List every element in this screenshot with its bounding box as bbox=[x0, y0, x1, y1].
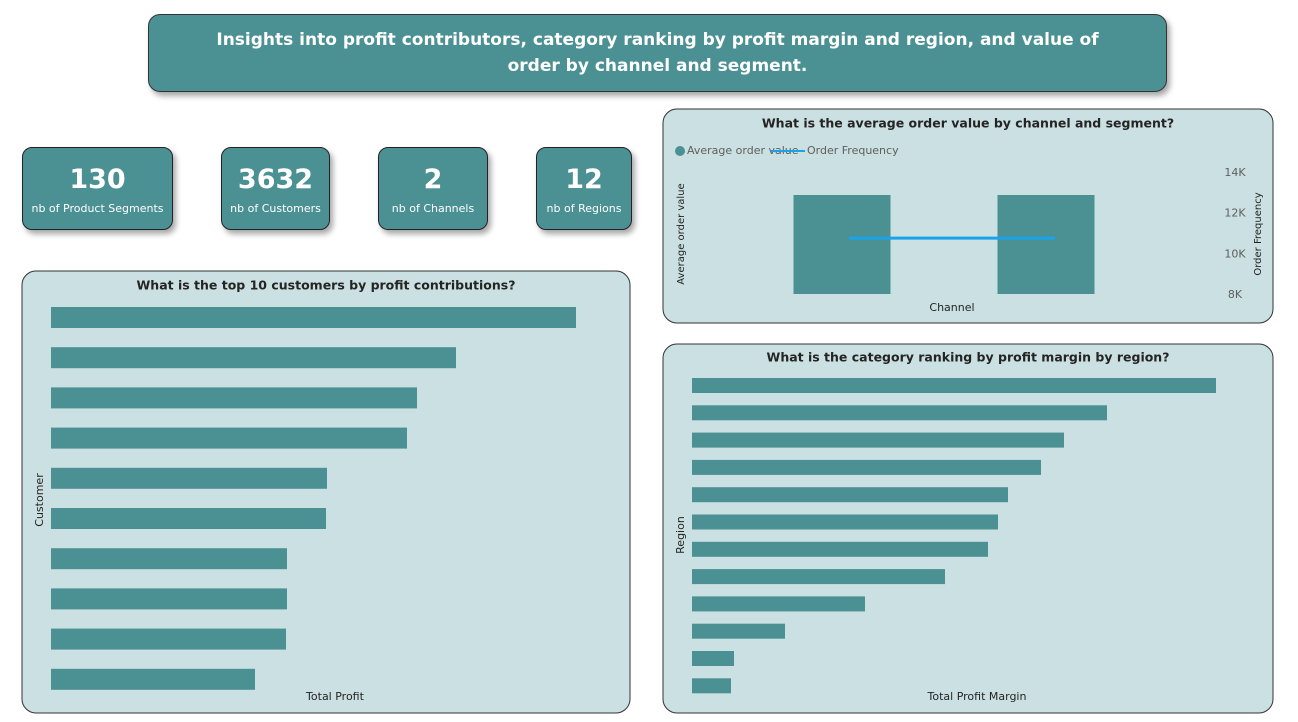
bar bbox=[692, 541, 988, 557]
y2-tick-label: 8K bbox=[1228, 288, 1243, 301]
legend-label: Order Frequency bbox=[807, 144, 899, 157]
bar bbox=[997, 195, 1095, 294]
bar bbox=[51, 628, 286, 650]
chart-title: What is the category ranking by profit m… bbox=[767, 350, 1170, 365]
bar bbox=[51, 307, 576, 328]
kpi-value: 3632 bbox=[237, 164, 314, 195]
bar bbox=[692, 651, 734, 666]
header-title: Insights into profit contributors, categ… bbox=[148, 14, 1167, 92]
kpi-card: 12 nb of Regions bbox=[536, 147, 632, 230]
bar bbox=[51, 467, 327, 489]
panel bbox=[662, 108, 1274, 324]
kpi-label: nb of Regions bbox=[546, 202, 622, 215]
bar bbox=[51, 668, 255, 690]
kpi-card: 130 nb of Product Segments bbox=[22, 147, 173, 230]
x-axis-title: Channel bbox=[929, 301, 974, 314]
bar bbox=[692, 487, 1008, 503]
kpi-value: 12 bbox=[565, 164, 603, 195]
bar bbox=[692, 623, 785, 639]
bar bbox=[51, 427, 407, 449]
kpi-label: nb of Customers bbox=[230, 202, 321, 215]
bar bbox=[692, 378, 1216, 393]
legend-label: Average order value bbox=[687, 144, 799, 157]
bar bbox=[692, 459, 1041, 475]
bar bbox=[692, 514, 998, 530]
bar bbox=[692, 678, 731, 694]
y-axis-title: Region bbox=[674, 516, 687, 554]
y2-tick-label: 14K bbox=[1224, 166, 1246, 179]
kpi-label: nb of Channels bbox=[391, 202, 475, 215]
kpi-value: 130 bbox=[69, 164, 126, 195]
kpi-card: 3632 nb of Customers bbox=[221, 147, 330, 230]
bar bbox=[692, 569, 945, 585]
kpi-value: 2 bbox=[423, 164, 443, 195]
bar bbox=[51, 588, 287, 610]
legend-marker bbox=[675, 146, 685, 156]
x-axis-title: Total Profit Margin bbox=[927, 690, 1027, 703]
bar bbox=[692, 596, 865, 612]
bar bbox=[51, 508, 326, 529]
bar bbox=[692, 405, 1107, 421]
bar bbox=[793, 195, 891, 294]
chart-title: What is the top 10 customers by profit c… bbox=[137, 278, 516, 293]
x-axis-title: Total Profit bbox=[305, 690, 365, 703]
bar bbox=[51, 548, 287, 570]
chart-title: What is the average order value by chann… bbox=[762, 116, 1174, 131]
y2-tick-label: 10K bbox=[1224, 247, 1246, 260]
bar bbox=[51, 347, 456, 369]
y-axis-title: Average order value bbox=[676, 183, 687, 284]
y2-axis-title: Order Frequency bbox=[1253, 192, 1264, 275]
y2-tick-label: 12K bbox=[1224, 207, 1246, 220]
bar bbox=[51, 387, 417, 409]
bar bbox=[692, 432, 1064, 448]
kpi-label: nb of Product Segments bbox=[31, 202, 164, 215]
kpi-card: 2 nb of Channels bbox=[378, 147, 488, 230]
y-axis-title: Customer bbox=[33, 473, 46, 527]
